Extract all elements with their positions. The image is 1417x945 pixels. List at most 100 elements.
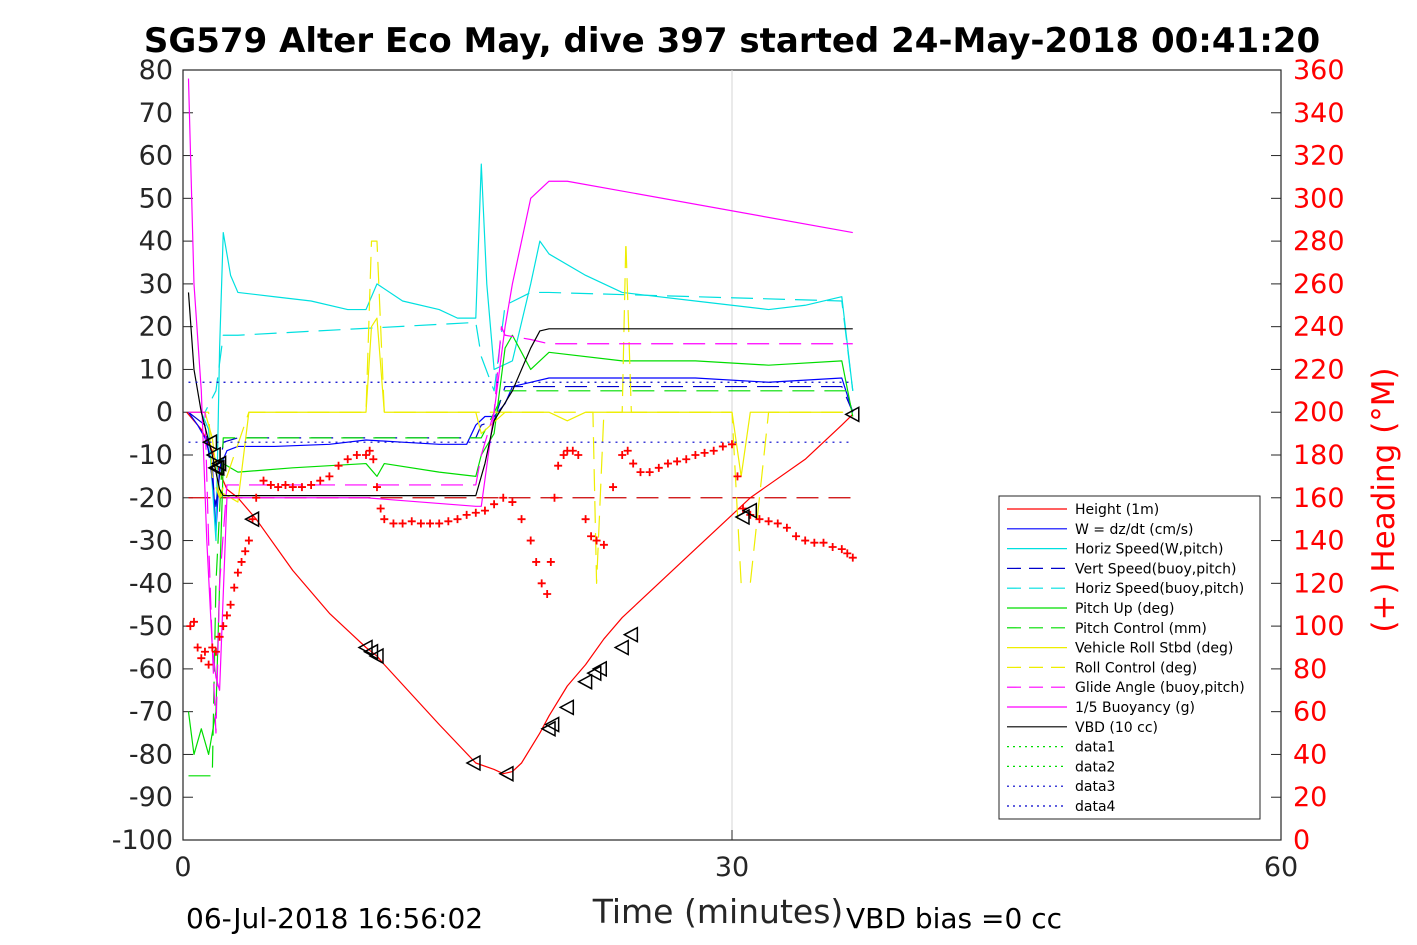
heading-point-22 bbox=[281, 480, 290, 489]
heading-point-89 bbox=[792, 532, 801, 541]
legend-label-3: Vert Speed(buoy,pitch) bbox=[1075, 561, 1237, 577]
heading-point-33 bbox=[369, 455, 378, 464]
triangle-marker-1 bbox=[205, 446, 221, 464]
heading-point-75 bbox=[673, 457, 682, 466]
series-line-11 bbox=[187, 292, 853, 497]
heading-point-28 bbox=[334, 461, 343, 470]
series-line-2 bbox=[188, 163, 854, 542]
y2-tick-label-5: 260 bbox=[1293, 269, 1345, 300]
y-tick-label-1: 70 bbox=[139, 98, 173, 129]
y-tick-label-5: 30 bbox=[139, 269, 173, 300]
heading-point-44 bbox=[453, 515, 462, 524]
y2-tick-label-4: 280 bbox=[1293, 226, 1345, 257]
triangle-marker-5 bbox=[243, 510, 260, 528]
heading-point-58 bbox=[554, 461, 563, 470]
y2-tick-label-9: 180 bbox=[1293, 440, 1345, 471]
heading-point-3 bbox=[197, 654, 206, 663]
heading-point-7 bbox=[211, 647, 220, 656]
heading-point-36 bbox=[380, 515, 389, 524]
heading-point-54 bbox=[537, 579, 546, 588]
y2-tick-label-10: 160 bbox=[1293, 483, 1345, 514]
heading-point-91 bbox=[810, 538, 819, 547]
heading-point-27 bbox=[325, 472, 334, 481]
heading-point-32 bbox=[365, 446, 374, 455]
heading-point-6 bbox=[208, 643, 217, 652]
heading-point-16 bbox=[244, 536, 253, 545]
heading-point-79 bbox=[709, 446, 718, 455]
heading-point-15 bbox=[241, 547, 250, 556]
y2-tick-label-13: 100 bbox=[1293, 611, 1345, 642]
heading-point-11 bbox=[226, 600, 235, 609]
y2-tick-label-7: 220 bbox=[1293, 354, 1345, 385]
series-line-8 bbox=[188, 240, 853, 584]
legend-label-1: W = dz/dt (cm/s) bbox=[1075, 522, 1194, 538]
legend-label-7: Vehicle Roll Stbd (deg) bbox=[1075, 641, 1233, 657]
y-tick-label-4: 40 bbox=[139, 226, 173, 257]
y2-tick-label-16: 40 bbox=[1293, 739, 1327, 770]
heading-point-12 bbox=[230, 583, 239, 592]
y-tick-label-11: -30 bbox=[129, 526, 173, 557]
y2-axis-label: (+) Heading (°M) bbox=[1366, 367, 1402, 632]
series-line-3 bbox=[188, 385, 854, 507]
heading-point-74 bbox=[663, 459, 672, 468]
y-tick-label-3: 50 bbox=[139, 183, 173, 214]
series-line-4 bbox=[188, 291, 854, 413]
triangle-marker-21 bbox=[844, 406, 860, 423]
triangle-marker-17 bbox=[613, 639, 629, 656]
y-tick-label-13: -50 bbox=[129, 611, 173, 642]
heading-point-62 bbox=[574, 451, 583, 459]
heading-point-67 bbox=[609, 483, 618, 492]
y-tick-label-17: -90 bbox=[129, 782, 173, 813]
heading-point-29 bbox=[343, 455, 352, 464]
heading-point-46 bbox=[471, 508, 480, 517]
heading-point-40 bbox=[416, 519, 425, 528]
heading-point-86 bbox=[764, 517, 773, 526]
y-tick-label-16: -80 bbox=[129, 739, 173, 770]
heading-point-68 bbox=[618, 451, 627, 459]
heading-point-53 bbox=[532, 557, 541, 566]
heading-point-61 bbox=[568, 446, 577, 455]
x-axis-label: Time (minutes) bbox=[592, 892, 844, 931]
y-tick-label-14: -60 bbox=[129, 654, 173, 685]
heading-point-82 bbox=[733, 472, 742, 481]
heading-point-50 bbox=[508, 498, 517, 507]
legend-label-5: Pitch Up (deg) bbox=[1075, 601, 1174, 617]
heading-point-23 bbox=[288, 483, 297, 492]
heading-point-19 bbox=[259, 476, 268, 485]
heading-point-25 bbox=[307, 480, 316, 489]
y-tick-label-6: 20 bbox=[139, 312, 173, 343]
heading-point-63 bbox=[581, 515, 590, 524]
heading-point-13 bbox=[233, 568, 242, 577]
heading-point-0 bbox=[186, 622, 195, 631]
heading-point-38 bbox=[398, 519, 407, 528]
y-tick-label-0: 80 bbox=[139, 55, 173, 86]
heading-point-42 bbox=[435, 519, 444, 528]
triangle-marker-16 bbox=[591, 660, 607, 678]
triangle-marker-9 bbox=[465, 754, 481, 772]
heading-point-1 bbox=[189, 617, 198, 626]
y-tick-label-8: 0 bbox=[156, 397, 173, 428]
heading-point-18 bbox=[252, 493, 261, 502]
heading-point-21 bbox=[274, 483, 283, 492]
heading-point-88 bbox=[782, 523, 791, 532]
right-axis: 3603403203002802602402202001801601401201… bbox=[1271, 55, 1345, 856]
x-tick-label-1: 30 bbox=[715, 852, 749, 883]
legend-label-14: data3 bbox=[1075, 779, 1115, 795]
triangle-marker-12 bbox=[544, 716, 560, 733]
heading-point-59 bbox=[559, 451, 568, 459]
heading-point-14 bbox=[237, 557, 246, 566]
x-tick-label-0: 0 bbox=[174, 852, 191, 883]
triangle-marker-10 bbox=[498, 765, 514, 782]
heading-point-39 bbox=[407, 517, 416, 526]
y-tick-label-2: 60 bbox=[139, 141, 173, 172]
heading-point-10 bbox=[222, 611, 231, 620]
heading-point-35 bbox=[376, 504, 385, 513]
heading-point-71 bbox=[636, 468, 645, 477]
triangle-marker-3 bbox=[209, 459, 225, 477]
chart-title: SG579 Alter Eco May, dive 397 started 24… bbox=[144, 21, 1320, 61]
heading-point-93 bbox=[828, 542, 837, 551]
y2-tick-label-11: 140 bbox=[1293, 526, 1345, 557]
heading-point-41 bbox=[426, 519, 435, 528]
y-tick-label-9: -10 bbox=[129, 440, 173, 471]
